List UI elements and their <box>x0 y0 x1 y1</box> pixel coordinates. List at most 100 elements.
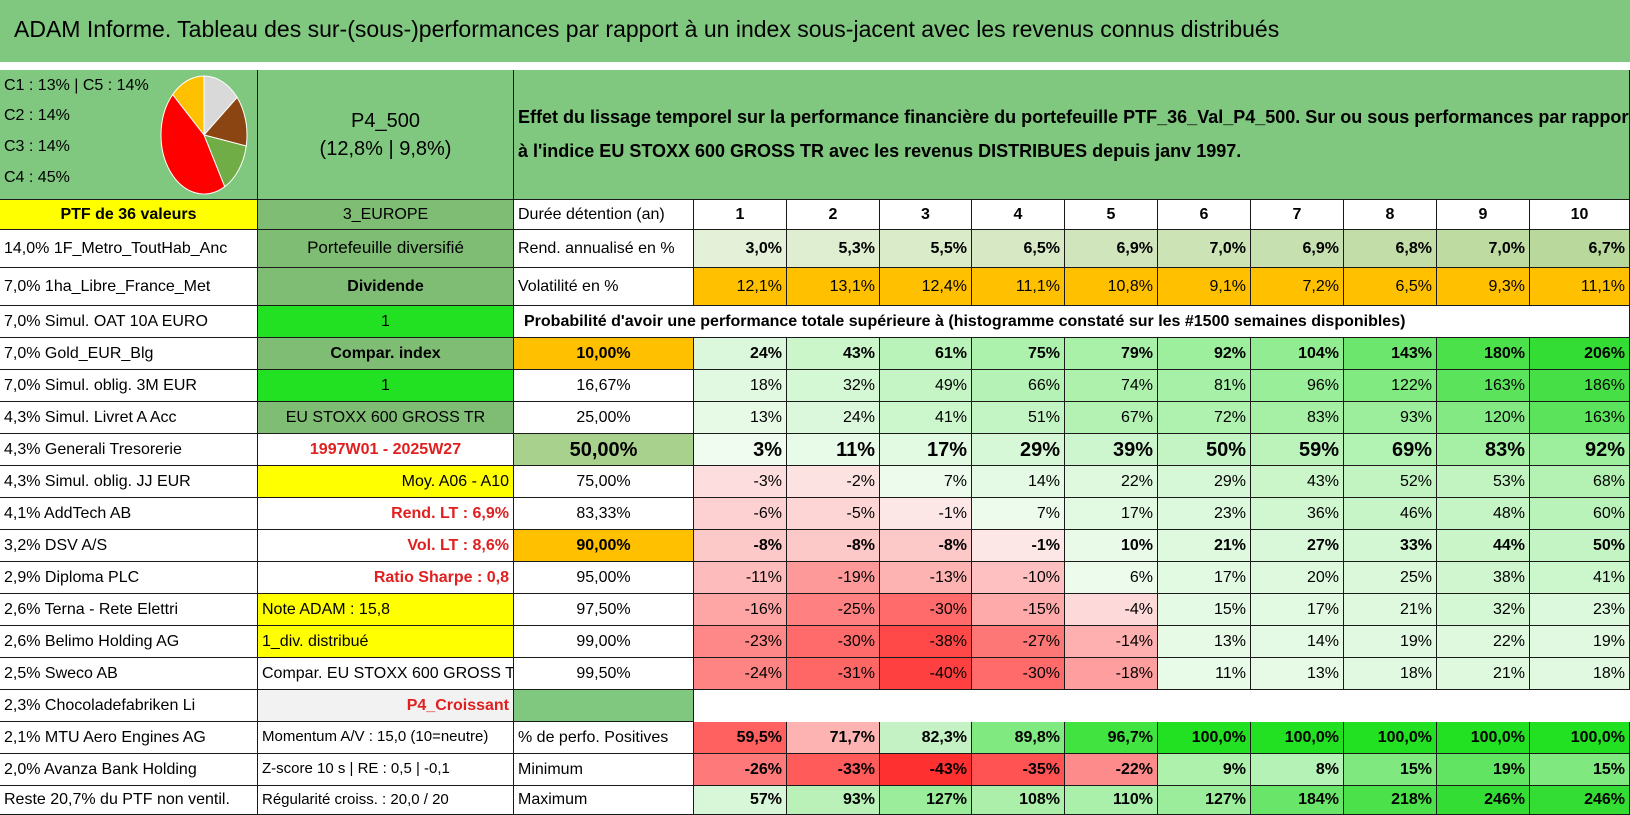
probability-cell: 122% <box>1344 370 1437 402</box>
volatility-cell: 7,2% <box>1251 268 1344 306</box>
minimum-cell: -35% <box>972 754 1065 786</box>
pie-slice-c4 <box>160 93 226 195</box>
description: Effet du lissage temporel sur la perform… <box>514 70 1630 200</box>
return-cell: 7,0% <box>1158 230 1251 268</box>
probability-cell: -14% <box>1065 626 1158 658</box>
parameter-cell: Régularité croiss. : 20,0 / 20 <box>258 786 514 815</box>
parameter-cell: 1997W01 - 2025W27 <box>258 434 514 466</box>
holding-row: 4,1% AddTech AB <box>0 498 258 530</box>
probability-cell: 75% <box>972 338 1065 370</box>
parameter-cell: Portefeuille diversifié <box>258 230 514 268</box>
maximum-label: Maximum <box>514 786 694 815</box>
holding-row: 4,3% Generali Tresorerie <box>0 434 258 466</box>
probability-cell: -8% <box>880 530 972 562</box>
legend-entry: C1 : 13% | C5 : 14% <box>4 77 149 94</box>
probability-cell: 92% <box>1530 434 1630 466</box>
holding-row: 3,2% DSV A/S <box>0 530 258 562</box>
probability-cell: 20% <box>1251 562 1344 594</box>
probability-cell: -23% <box>694 626 787 658</box>
quantile-label: 50,00% <box>514 434 694 466</box>
probability-cell: 66% <box>972 370 1065 402</box>
probability-cell: 50% <box>1158 434 1251 466</box>
probability-cell: 81% <box>1158 370 1251 402</box>
probability-cell: 163% <box>1437 370 1530 402</box>
positive-cell: 100,0% <box>1251 722 1344 754</box>
probability-cell: -18% <box>1065 658 1158 690</box>
minimum-cell: -26% <box>694 754 787 786</box>
parameter-cell: P4_Croissant <box>258 690 514 722</box>
probability-cell: -15% <box>972 594 1065 626</box>
year-header: 9 <box>1437 200 1530 230</box>
probability-cell: 15% <box>1158 594 1251 626</box>
pie-slice-c3 <box>203 134 247 188</box>
probability-cell: -30% <box>972 658 1065 690</box>
holding-row: 14,0% 1F_Metro_ToutHab_Anc <box>0 230 258 268</box>
pie-slice-c5 <box>203 75 238 137</box>
probability-cell: 10% <box>1065 530 1158 562</box>
positive-cell: 100,0% <box>1530 722 1630 754</box>
probability-cell: 61% <box>880 338 972 370</box>
quantile-label: 99,00% <box>514 626 694 658</box>
parameter-cell: Note ADAM : 15,8 <box>258 594 514 626</box>
return-cell: 6,5% <box>972 230 1065 268</box>
minimum-cell: 9% <box>1158 754 1251 786</box>
parameter-cell: Dividende <box>258 268 514 306</box>
quantile-label: 90,00% <box>514 530 694 562</box>
probability-cell: 120% <box>1437 402 1530 434</box>
probability-cell: 39% <box>1065 434 1158 466</box>
maximum-cell: 184% <box>1251 786 1344 815</box>
positive-cell: 89,8% <box>972 722 1065 754</box>
holding-row: Reste 20,7% du PTF non ventil. <box>0 786 258 815</box>
return-cell: 5,5% <box>880 230 972 268</box>
parameter-cell: EU STOXX 600 GROSS TR <box>258 402 514 434</box>
maximum-cell: 110% <box>1065 786 1158 815</box>
parameter-cell: Rend. LT : 6,9% <box>258 498 514 530</box>
parameter-cell: Ratio Sharpe : 0,8 <box>258 562 514 594</box>
allocation-pie-chart <box>160 75 248 195</box>
probability-cell: 17% <box>1251 594 1344 626</box>
probability-cell: 83% <box>1437 434 1530 466</box>
probability-cell: -3% <box>694 466 787 498</box>
parameter-cell: Compar. EU STOXX 600 GROSS TR <box>258 658 514 690</box>
maximum-cell: 246% <box>1530 786 1630 815</box>
probability-cell: -38% <box>880 626 972 658</box>
holding-row: 7,0% Gold_EUR_Blg <box>0 338 258 370</box>
quantile-label: 16,67% <box>514 370 694 402</box>
minimum-cell: -33% <box>787 754 880 786</box>
probability-cell: 24% <box>694 338 787 370</box>
parameter-cell: 1 <box>258 306 514 338</box>
volatility-cell: 9,3% <box>1437 268 1530 306</box>
maximum-cell: 93% <box>787 786 880 815</box>
probability-cell: 17% <box>1065 498 1158 530</box>
portfolio-name: P4_500 <box>351 109 420 132</box>
quantile-label: 95,00% <box>514 562 694 594</box>
minimum-cell: -22% <box>1065 754 1158 786</box>
holding-row: 4,3% Simul. oblig. JJ EUR <box>0 466 258 498</box>
volatility-cell: 11,1% <box>1530 268 1630 306</box>
probability-cell: 19% <box>1344 626 1437 658</box>
probability-cell: 49% <box>880 370 972 402</box>
probability-cell: 23% <box>1158 498 1251 530</box>
minimum-cell: -43% <box>880 754 972 786</box>
probability-cell: 32% <box>1437 594 1530 626</box>
probability-cell: 59% <box>1251 434 1344 466</box>
probability-cell: 79% <box>1065 338 1158 370</box>
probability-cell: -8% <box>787 530 880 562</box>
holding-row: 7,0% 1ha_Libre_France_Met <box>0 268 258 306</box>
maximum-cell: 108% <box>972 786 1065 815</box>
year-header: 7 <box>1251 200 1344 230</box>
probability-cell: 3% <box>694 434 787 466</box>
probability-cell: 13% <box>1251 658 1344 690</box>
holdings-header: PTF de 36 valeurs <box>0 200 258 230</box>
volatility-cell: 9,1% <box>1158 268 1251 306</box>
volatility-cell: 12,4% <box>880 268 972 306</box>
probability-cell: 22% <box>1065 466 1158 498</box>
probability-cell: -30% <box>880 594 972 626</box>
portfolio-stats: (12,8% | 9,8%) <box>319 137 452 160</box>
return-cell: 3,0% <box>694 230 787 268</box>
probability-cell: 32% <box>787 370 880 402</box>
maximum-cell: 57% <box>694 786 787 815</box>
quantile-label: 25,00% <box>514 402 694 434</box>
positive-cell: 100,0% <box>1437 722 1530 754</box>
probability-cell: 29% <box>972 434 1065 466</box>
